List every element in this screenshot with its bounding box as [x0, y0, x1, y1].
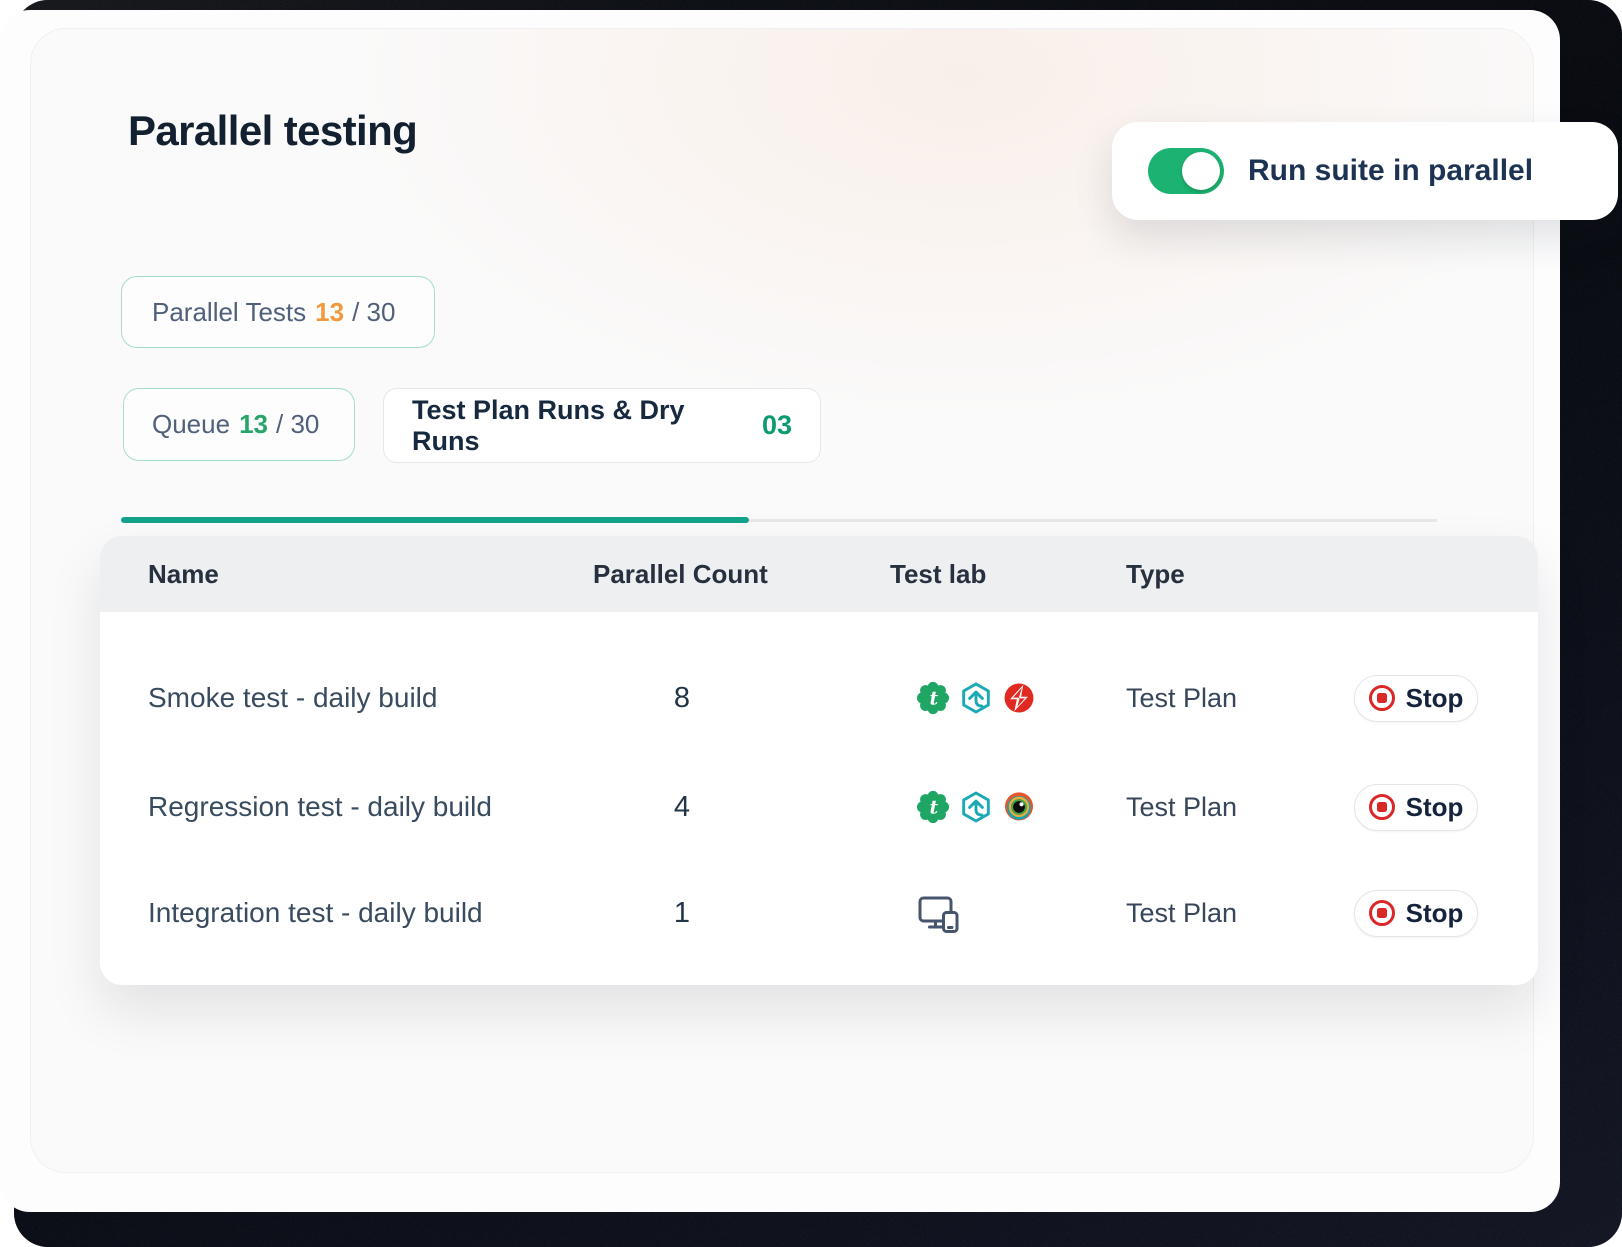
svg-text:t: t	[930, 796, 939, 818]
eye-icon	[1004, 792, 1034, 821]
stop-icon	[1368, 900, 1395, 926]
parallel-tests-pill[interactable]: Parallel Tests 13 / 30	[121, 276, 435, 348]
stop-button[interactable]: Stop	[1354, 889, 1478, 937]
hexagon-arrow-icon	[962, 791, 990, 823]
run-type: Test Plan	[1126, 791, 1238, 822]
parallel-count-value: 8	[673, 681, 691, 714]
test-plan-runs-count: 03	[761, 410, 792, 440]
test-plan-runs-pill[interactable]: Test Plan Runs & Dry Runs 03	[383, 388, 821, 463]
parallel-tests-label: Parallel Tests	[152, 296, 307, 327]
parallel-tests-total: / 30	[352, 296, 396, 327]
devices-icon	[918, 896, 959, 933]
test-lab-icons: t	[916, 644, 1036, 752]
column-header-test-lab: Test lab	[890, 558, 987, 589]
column-header-type: Type	[1126, 558, 1185, 589]
stop-button[interactable]: Stop	[1354, 783, 1478, 831]
parallel-count-value: 4	[673, 790, 691, 823]
queue-used: 13	[239, 409, 268, 439]
run-suite-toggle-card: Run suite in parallel	[1112, 122, 1618, 220]
run-name: Smoke test - daily build	[148, 682, 438, 713]
stop-icon	[1368, 685, 1395, 711]
stop-button-label: Stop	[1405, 897, 1464, 928]
svg-text:t: t	[930, 687, 939, 709]
hexagon-arrow-icon	[962, 682, 990, 714]
stop-button-label: Stop	[1405, 791, 1464, 822]
run-type: Test Plan	[1126, 897, 1238, 928]
run-suite-toggle[interactable]	[1148, 148, 1224, 194]
table-header: Name Parallel Count Test lab Type	[100, 536, 1538, 612]
parallel-tests-used: 13	[315, 296, 345, 327]
table-row: Smoke test - daily build 8 t	[100, 644, 1538, 752]
test-lab-icons	[916, 859, 962, 967]
column-header-name: Name	[148, 558, 219, 589]
run-name: Regression test - daily build	[148, 791, 492, 822]
tab-track-line	[749, 519, 1437, 522]
test-lab-icons: t	[916, 753, 1036, 861]
run-suite-toggle-label: Run suite in parallel	[1248, 154, 1534, 187]
stop-button-label: Stop	[1405, 682, 1464, 713]
run-name: Integration test - daily build	[148, 897, 483, 928]
stop-button[interactable]: Stop	[1354, 674, 1478, 722]
lightning-circle-icon	[1004, 683, 1034, 713]
testsigma-gear-icon: t	[916, 790, 950, 824]
table-row: Regression test - daily build 4 t	[100, 753, 1538, 861]
page-title: Parallel testing	[128, 107, 418, 154]
run-type: Test Plan	[1126, 682, 1238, 713]
parallel-runs-table: Name Parallel Count Test lab Type Smoke …	[100, 536, 1538, 985]
active-tab-underline	[121, 517, 749, 523]
queue-label: Queue	[152, 409, 231, 439]
testsigma-gear-icon: t	[916, 681, 950, 715]
test-plan-runs-label: Test Plan Runs & Dry Runs	[412, 394, 685, 456]
toggle-knob	[1182, 152, 1220, 190]
parallel-count-value: 1	[673, 896, 691, 929]
queue-pill[interactable]: Queue 13 / 30	[123, 388, 355, 461]
stop-icon	[1368, 794, 1395, 820]
queue-total: / 30	[276, 409, 320, 439]
column-header-parallel-count: Parallel Count	[593, 558, 768, 589]
table-row: Integration test - daily build 1 Test Pl…	[100, 859, 1538, 967]
